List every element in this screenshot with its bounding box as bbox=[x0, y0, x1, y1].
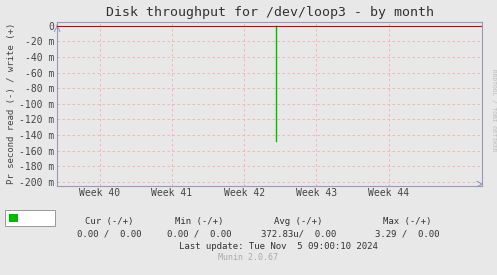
Text: Max (-/+): Max (-/+) bbox=[383, 217, 432, 226]
Text: Avg (-/+): Avg (-/+) bbox=[274, 217, 323, 226]
Text: 0.00 /  0.00: 0.00 / 0.00 bbox=[166, 230, 231, 239]
Title: Disk throughput for /dev/loop3 - by month: Disk throughput for /dev/loop3 - by mont… bbox=[106, 6, 433, 20]
Text: 372.83u/  0.00: 372.83u/ 0.00 bbox=[260, 230, 336, 239]
Text: Min (-/+): Min (-/+) bbox=[174, 217, 223, 226]
Text: Bytes: Bytes bbox=[21, 213, 51, 223]
Text: RRDTOOL / TOBI OETIKER: RRDTOOL / TOBI OETIKER bbox=[491, 69, 496, 151]
Text: 3.29 /  0.00: 3.29 / 0.00 bbox=[375, 230, 440, 239]
Text: Munin 2.0.67: Munin 2.0.67 bbox=[219, 254, 278, 262]
Text: 0.00 /  0.00: 0.00 / 0.00 bbox=[77, 230, 142, 239]
Y-axis label: Pr second read (-) / write (+): Pr second read (-) / write (+) bbox=[7, 23, 16, 185]
Text: Last update: Tue Nov  5 09:00:10 2024: Last update: Tue Nov 5 09:00:10 2024 bbox=[179, 242, 378, 251]
Text: Cur (-/+): Cur (-/+) bbox=[85, 217, 134, 226]
